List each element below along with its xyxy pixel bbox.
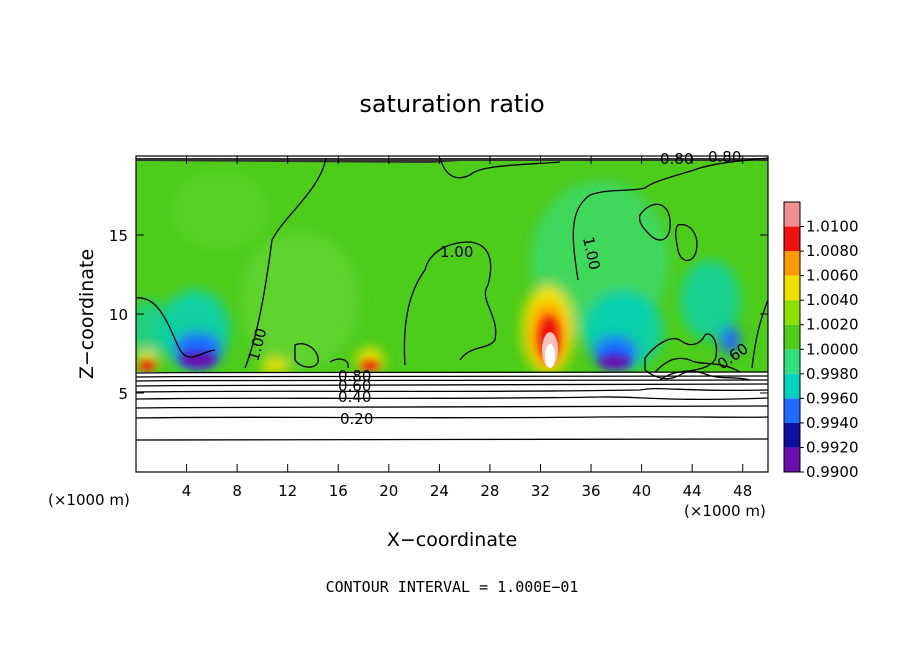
y-tick-label: 15 (109, 227, 128, 245)
contour-line (136, 396, 768, 401)
colorbar-label: 1.0080 (806, 242, 859, 260)
top-boundary-band (136, 158, 768, 163)
red-core (361, 361, 379, 371)
contour-line (638, 203, 671, 241)
blue-region (720, 326, 740, 354)
x-tick-label: 8 (232, 482, 242, 500)
colorbar-swatch (784, 251, 800, 276)
x-axis: 4 8 12 16 20 24 28 32 36 40 44 48 (182, 156, 752, 500)
y-tick-label: 5 (118, 385, 128, 403)
cyan-region (680, 260, 740, 340)
x-unit-label-right: (×1000 m) (684, 502, 766, 520)
contour-label: 0.80 (338, 367, 371, 385)
contour-line (751, 299, 768, 369)
colorbar-label: 1.0040 (806, 291, 859, 309)
purple-core (599, 355, 631, 369)
contour-label: 0.80 (708, 148, 741, 166)
red-core (139, 361, 155, 371)
colorbar-frame (783, 201, 801, 473)
colorbar-label: 1.0020 (806, 316, 859, 334)
x-tick-label: 28 (480, 482, 499, 500)
colorbar-label: 1.0060 (806, 267, 859, 285)
colorbar-swatch (784, 226, 800, 252)
x-axis-title: X−coordinate (387, 529, 517, 551)
subsaturated-lower-layer (136, 372, 768, 472)
x-unit-label-left: (×1000 m) (48, 491, 130, 509)
colorbar-label: 0.9940 (806, 414, 859, 432)
contour-line (136, 375, 768, 378)
x-tick-label: 48 (733, 482, 752, 500)
x-tick-label: 12 (278, 482, 297, 500)
contour-line (136, 383, 768, 387)
colorbar-swatch (784, 300, 800, 325)
contour-label: 0.20 (340, 410, 373, 428)
x-tick-label: 32 (531, 482, 550, 500)
lighter-region (240, 230, 360, 370)
white-core (545, 344, 555, 368)
contour-line (403, 241, 497, 366)
contour-label: 0.80 (660, 150, 693, 168)
contour-line (654, 357, 741, 373)
contour-line (136, 371, 768, 374)
contour-line (136, 438, 768, 441)
plot-area: 1.00 1.00 1.00 0.80 0.60 0.40 0.20 0.80 … (135, 148, 769, 473)
contour-line (136, 416, 768, 419)
contour-line (136, 405, 768, 409)
contour-label: 0.60 (338, 377, 371, 395)
colorbar-swatch (784, 202, 800, 227)
yellow-region (261, 358, 289, 374)
y-axis: 5 10 15 (109, 227, 768, 403)
colorbar-label: 1.0000 (806, 340, 859, 358)
colorbar-swatch (784, 398, 800, 423)
contour-label: 1.00 (440, 243, 473, 261)
contour-line (572, 157, 768, 281)
chart-title: saturation ratio (359, 90, 544, 118)
colorbar-swatch (784, 422, 800, 448)
contour-interval-note: CONTOUR INTERVAL = 1.000E−01 (326, 578, 579, 596)
contour-line (439, 157, 561, 179)
y-axis-title: Z−coordinate (76, 249, 98, 379)
colorbar-swatch (784, 275, 800, 301)
colorbar-swatch (784, 447, 800, 472)
x-tick-label: 24 (430, 482, 449, 500)
x-tick-label: 44 (683, 482, 702, 500)
contour-labels: 1.00 1.00 1.00 0.80 0.60 0.40 0.20 0.80 … (244, 148, 751, 428)
x-tick-label: 40 (632, 482, 651, 500)
contour-line (644, 333, 718, 380)
colorbar-label: 0.9900 (806, 463, 859, 481)
heatmap-field (136, 158, 768, 472)
contour-lines (136, 157, 768, 441)
colorbar-label: 0.9920 (806, 438, 859, 456)
x-tick-label: 16 (329, 482, 348, 500)
colorbar: 0.9900 0.9920 0.9940 0.9960 0.9980 1.0000 1.00… (783, 201, 859, 481)
contour-line (659, 370, 751, 381)
contour-line (136, 387, 768, 393)
x-tick-label: 36 (581, 482, 600, 500)
colorbar-label: 0.9960 (806, 389, 859, 407)
cyan-region (136, 300, 170, 360)
x-tick-label: 4 (182, 482, 192, 500)
contour-line (329, 358, 349, 369)
y-tick-label: 10 (109, 306, 128, 324)
contour-label: 0.40 (338, 388, 371, 406)
colorbar-swatch (784, 349, 800, 374)
colorbar-label: 1.0100 (806, 218, 859, 236)
colorbar-swatch (784, 324, 800, 350)
colorbar-label: 0.9980 (806, 365, 859, 383)
x-tick-label: 20 (379, 482, 398, 500)
purple-core (180, 352, 216, 368)
colorbar-swatch (784, 373, 800, 399)
contour-line (675, 223, 698, 262)
contour-line (136, 297, 216, 358)
lighter-region (170, 170, 270, 250)
contour-line (294, 343, 319, 368)
contour-line (136, 379, 768, 382)
contour-line (244, 157, 327, 369)
